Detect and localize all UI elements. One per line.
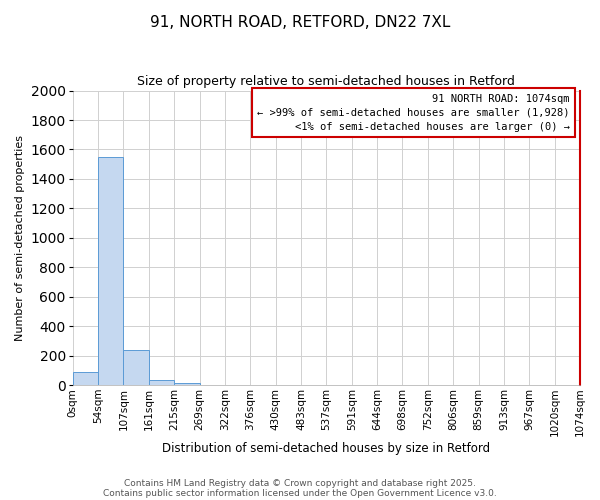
Text: 91 NORTH ROAD: 1074sqm
← >99% of semi-detached houses are smaller (1,928)
<1% of: 91 NORTH ROAD: 1074sqm ← >99% of semi-de… — [257, 94, 570, 132]
Bar — [174, 383, 200, 385]
Bar — [98, 157, 124, 385]
Text: Contains HM Land Registry data © Crown copyright and database right 2025.: Contains HM Land Registry data © Crown c… — [124, 478, 476, 488]
Bar — [124, 350, 149, 385]
Title: Size of property relative to semi-detached houses in Retford: Size of property relative to semi-detach… — [137, 75, 515, 88]
Text: 91, NORTH ROAD, RETFORD, DN22 7XL: 91, NORTH ROAD, RETFORD, DN22 7XL — [150, 15, 450, 30]
Bar — [149, 380, 174, 385]
Y-axis label: Number of semi-detached properties: Number of semi-detached properties — [15, 135, 25, 341]
Text: Contains public sector information licensed under the Open Government Licence v3: Contains public sector information licen… — [103, 488, 497, 498]
X-axis label: Distribution of semi-detached houses by size in Retford: Distribution of semi-detached houses by … — [163, 442, 490, 455]
Bar — [73, 372, 98, 385]
